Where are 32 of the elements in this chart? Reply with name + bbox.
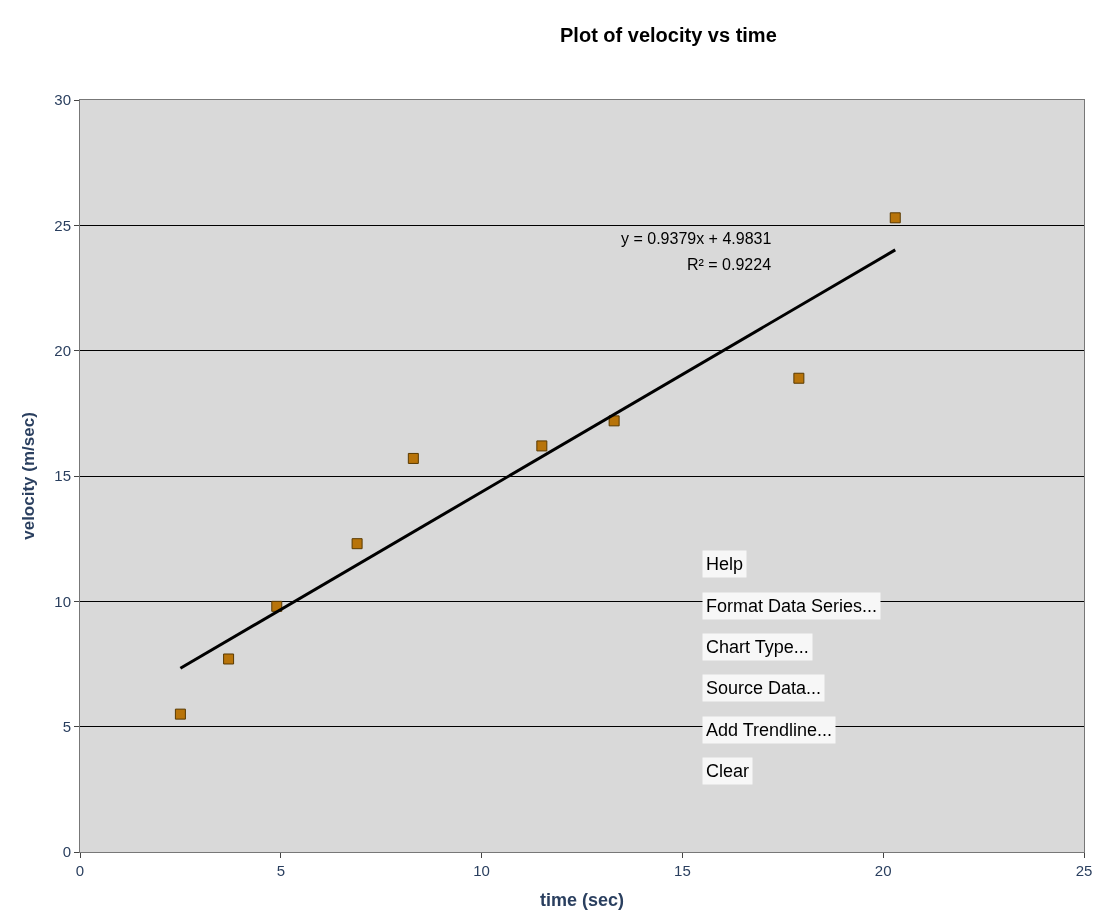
x-tick-label: 0 <box>75 862 85 879</box>
annotation: Clear <box>706 761 750 781</box>
x-tick-label: 15 <box>674 862 691 879</box>
annotation: y = 0.9379x + 4.9831 <box>621 230 772 247</box>
x-tick-label: 10 <box>473 862 490 879</box>
point <box>608 415 620 427</box>
point <box>174 708 186 720</box>
y-tick-label: 0 <box>62 843 71 861</box>
chart-title: Plot of velocity vs time <box>560 23 777 46</box>
y-axis-title: velocity (m/sec) <box>18 412 38 540</box>
point <box>889 212 901 224</box>
annotation: Format Data Series... <box>706 596 878 616</box>
y-tick-label: 20 <box>54 341 71 359</box>
x-tick-label: 20 <box>874 862 892 879</box>
y-tick-label: 15 <box>54 467 71 485</box>
annotation: Source Data... <box>706 678 822 698</box>
annotation: Chart Type... <box>706 637 809 657</box>
x-tick-label: 25 <box>1075 862 1093 879</box>
point <box>351 538 363 550</box>
x-tick-label: 5 <box>276 862 285 879</box>
point <box>793 372 805 384</box>
y-tick-label: 5 <box>62 717 71 735</box>
point <box>223 653 235 665</box>
y-tick-label: 10 <box>54 592 71 610</box>
point <box>407 452 419 464</box>
x-axis-title: time (sec) <box>539 890 625 911</box>
y-tick-label: 30 <box>54 91 71 109</box>
annotation: Add Trendline... <box>706 720 833 740</box>
point <box>536 440 548 452</box>
annotation: R² = 0.9224 <box>687 256 772 273</box>
annotation: Help <box>706 554 744 574</box>
y-tick-label: 25 <box>54 216 71 234</box>
